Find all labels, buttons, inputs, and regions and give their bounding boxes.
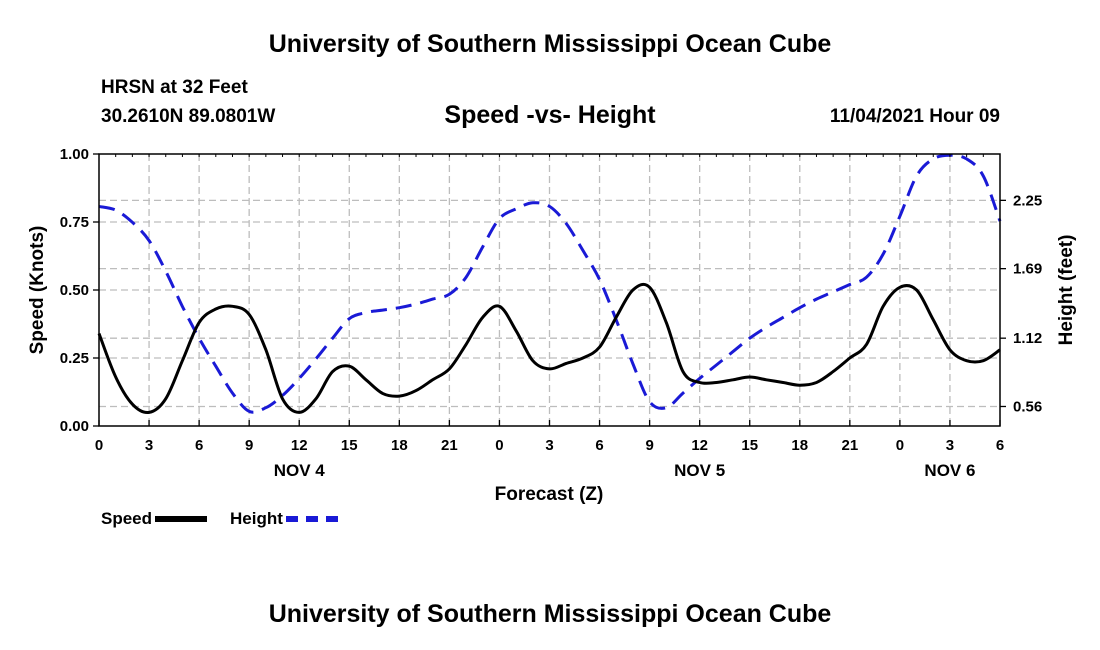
axes xyxy=(93,153,1006,427)
x-tick-label: 3 xyxy=(946,437,954,454)
forecast-date-label: 11/04/2021 Hour 09 xyxy=(829,106,1000,127)
y-axis-title: Speed (Knots) xyxy=(27,226,48,355)
x-tick-label: 12 xyxy=(291,437,308,454)
x-tick-label: 12 xyxy=(691,437,708,454)
x-tick-label: 3 xyxy=(545,437,553,454)
y-tick-label: 0.50 xyxy=(60,282,89,299)
speed-series-line xyxy=(97,282,1001,415)
x-tick-label: 0 xyxy=(95,437,103,454)
chart-title: Speed -vs- Height xyxy=(444,101,656,129)
legend-speed: Speed xyxy=(101,509,208,529)
y-tick-label: 0.25 xyxy=(60,350,89,367)
tick-labels: 0 3 6 9 12 15 18 21 0 3 6 9 12 15 18 21 0 3 6 0.00 0.25 0.50 0… xyxy=(60,146,1042,480)
series-lines xyxy=(97,153,1002,415)
day-label: NOV 5 xyxy=(674,461,725,480)
y2-tick-label: 0.56 xyxy=(1013,398,1042,415)
x-tick-label: 0 xyxy=(495,437,503,454)
x-tick-label: 15 xyxy=(741,437,758,454)
x-tick-label: 0 xyxy=(896,437,904,454)
x-tick-label: 18 xyxy=(791,437,808,454)
x-tick-label: 6 xyxy=(195,437,203,454)
speed-height-chart: 0 3 6 9 12 15 18 21 0 3 6 9 12 15 18 21 0 3 6 0.00 0.25 0.50 0… xyxy=(27,146,1077,505)
x-tick-label: 6 xyxy=(996,437,1004,454)
y2-tick-label: 1.69 xyxy=(1013,261,1042,278)
station-label: HRSN at 32 Feet xyxy=(101,77,248,98)
legend-speed-label: Speed xyxy=(101,509,153,528)
x-tick-label: 6 xyxy=(595,437,603,454)
legend-height-swatch xyxy=(285,516,338,522)
x-tick-label: 9 xyxy=(245,437,253,454)
x-tick-label: 9 xyxy=(645,437,653,454)
y2-tick-label: 1.12 xyxy=(1013,330,1042,347)
x-tick-label: 21 xyxy=(441,437,458,454)
x-tick-label: 3 xyxy=(145,437,153,454)
grid xyxy=(99,154,1000,426)
legend-height: Height xyxy=(230,509,338,529)
height-series-line xyxy=(98,153,1002,414)
x-tick-label: 18 xyxy=(391,437,408,454)
legend-speed-swatch xyxy=(155,516,208,522)
x-axis-title: Forecast (Z) xyxy=(495,484,604,505)
bottom-title: University of Southern Mississippi Ocean… xyxy=(268,600,832,628)
main-title: University of Southern Mississippi Ocean… xyxy=(268,30,832,58)
y2-axis-title: Height (feet) xyxy=(1056,235,1077,346)
x-tick-label: 21 xyxy=(841,437,858,454)
legend-height-label: Height xyxy=(230,509,283,528)
y-tick-label: 0.00 xyxy=(60,418,89,435)
x-tick-label: 15 xyxy=(341,437,358,454)
y-tick-label: 1.00 xyxy=(60,146,89,163)
y2-tick-label: 2.25 xyxy=(1013,192,1042,209)
coordinates-label: 30.2610N 89.0801W xyxy=(101,106,276,127)
y-tick-label: 0.75 xyxy=(60,214,89,231)
day-label: NOV 4 xyxy=(274,461,326,480)
day-label: NOV 6 xyxy=(924,461,975,480)
